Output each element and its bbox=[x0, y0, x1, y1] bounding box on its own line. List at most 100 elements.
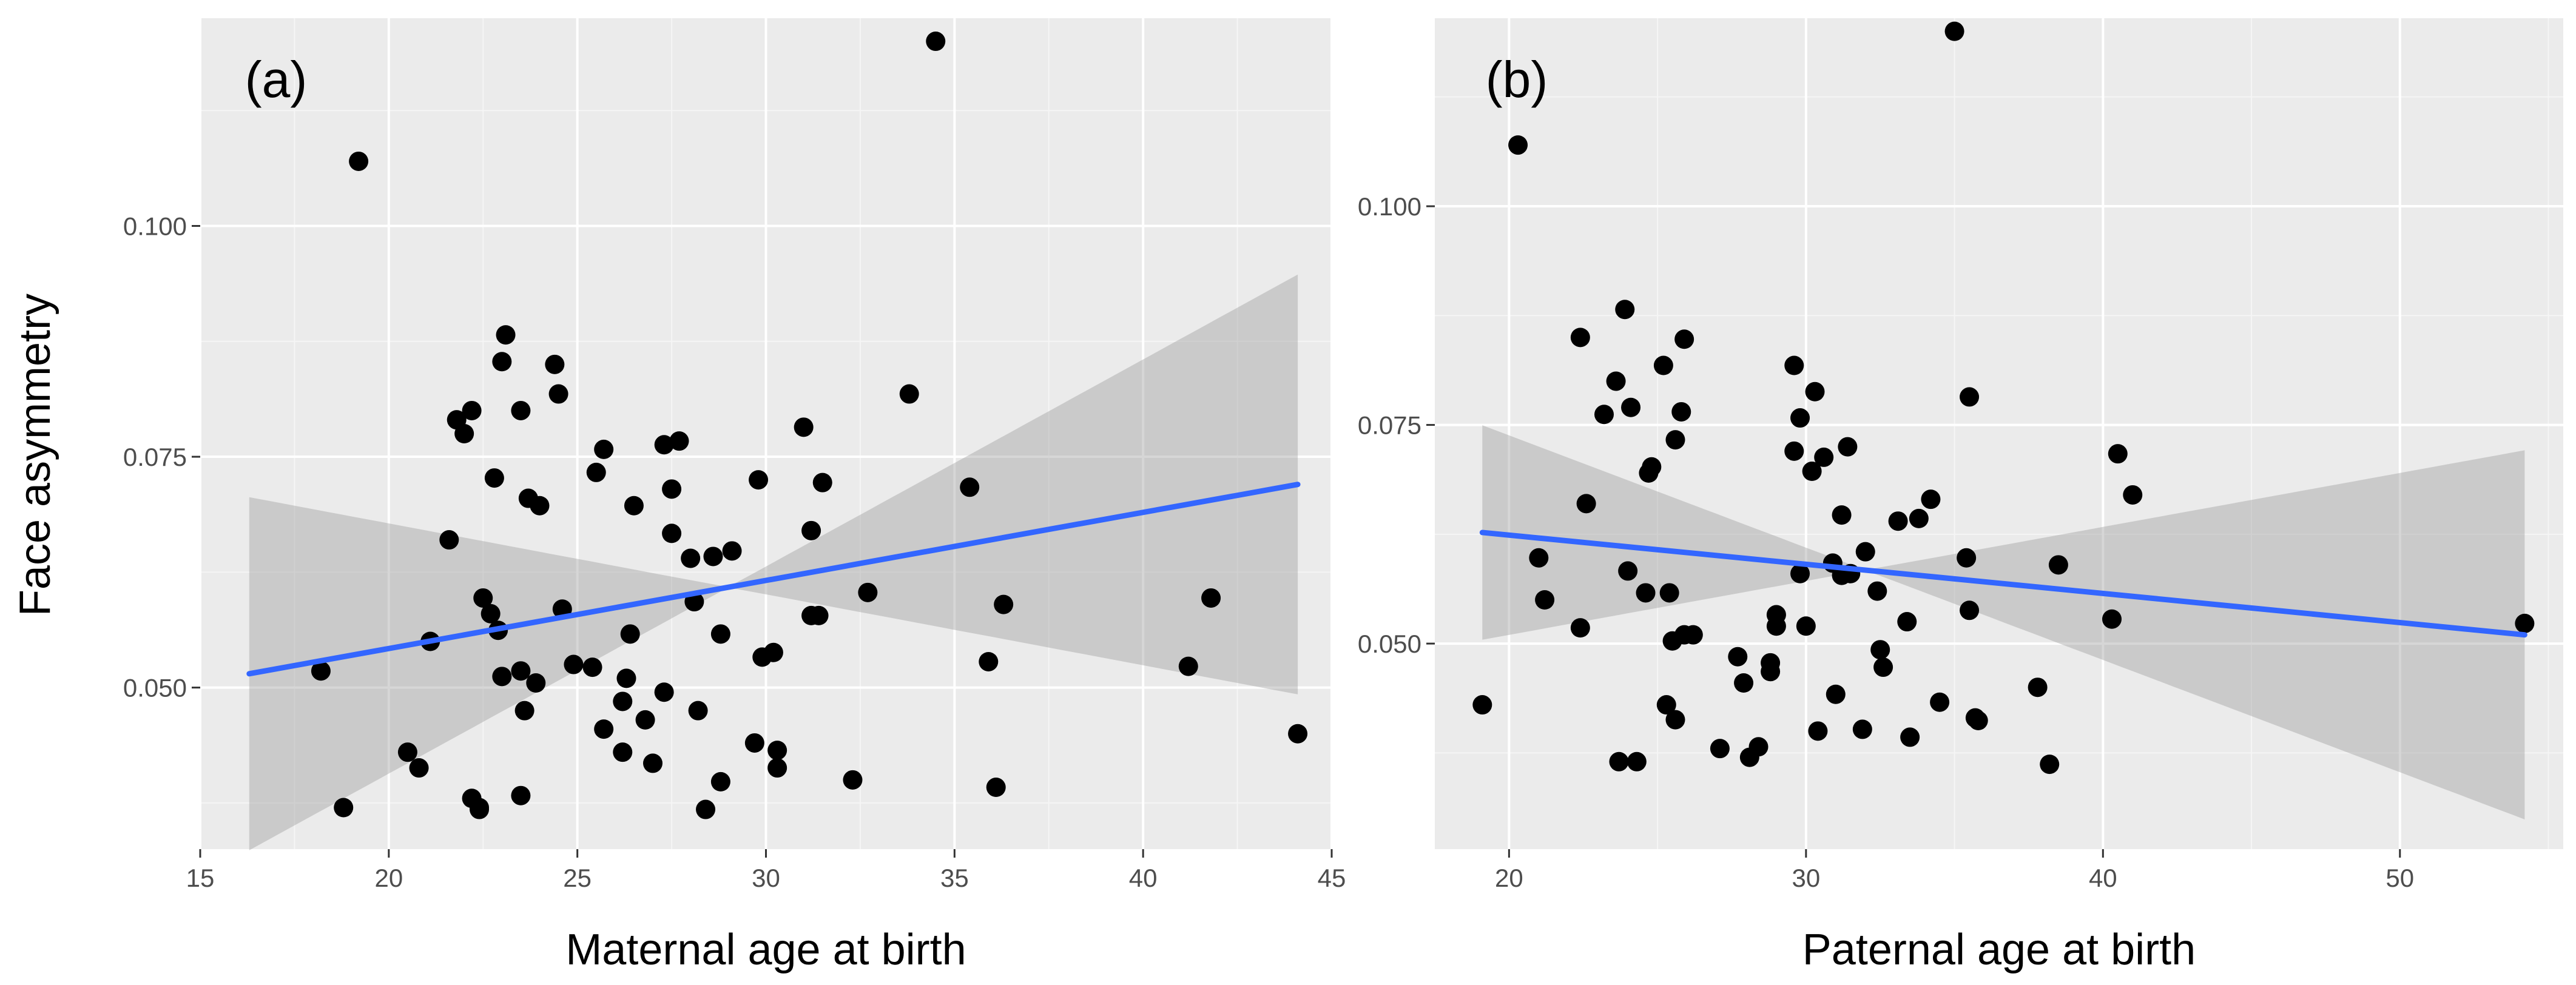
panel-b-data-point bbox=[1805, 382, 1825, 402]
panel-a-data-point bbox=[899, 384, 919, 404]
panel-b-label: (b) bbox=[1486, 51, 1548, 108]
panel-b-data-point bbox=[1728, 647, 1748, 667]
panel-a-data-point bbox=[514, 701, 534, 721]
panel-a-data-point bbox=[480, 603, 501, 624]
panel-b-data-point bbox=[1826, 684, 1846, 704]
panel-b-data-point bbox=[1957, 548, 1977, 568]
panel-b-x-tick-label: 40 bbox=[2089, 864, 2117, 892]
panel-a-data-point bbox=[696, 799, 716, 819]
panel-b-data-point bbox=[1873, 657, 1893, 677]
panel-a-data-point bbox=[926, 32, 946, 52]
panel-a-data-point bbox=[624, 496, 644, 516]
panel-b-data-point bbox=[1576, 494, 1596, 514]
panel-a-data-point bbox=[662, 523, 682, 543]
panel-b-data-point bbox=[1968, 711, 1988, 731]
panel-a-data-point bbox=[643, 753, 663, 773]
panel-a-data-point bbox=[462, 400, 482, 420]
panel-b-data-point bbox=[1855, 542, 1875, 562]
panel-a-data-point bbox=[492, 667, 512, 687]
panel-a-data-point bbox=[582, 657, 602, 677]
panel-a-y-tick-label: 0.100 bbox=[123, 212, 187, 241]
panel-b-data-point bbox=[2108, 444, 2128, 464]
panel-a-data-point bbox=[530, 496, 550, 516]
panel-a-data-point bbox=[548, 384, 568, 404]
panel-a-data-point bbox=[669, 431, 689, 451]
panel-a-data-point bbox=[703, 546, 723, 566]
panel-a-data-point bbox=[654, 682, 674, 702]
panel-b-data-point bbox=[1814, 447, 1834, 467]
panel-b-data-point bbox=[1930, 692, 1950, 712]
panel-b-data-point bbox=[1609, 751, 1629, 772]
panel-b-data-point bbox=[1618, 561, 1638, 581]
panel-b-data-point bbox=[1888, 511, 1908, 531]
panel-a-data-point bbox=[979, 651, 999, 671]
panel-a-data-point bbox=[564, 654, 584, 674]
panel-b-data-point bbox=[1796, 616, 1816, 636]
y-axis-title: Face asymmetry bbox=[11, 294, 59, 616]
panel-a-x-tick-label: 20 bbox=[374, 864, 403, 892]
panel-b-data-point bbox=[1570, 328, 1590, 348]
panel-b-data-point bbox=[1642, 457, 1662, 477]
panel-a-data-point bbox=[311, 661, 331, 681]
panel-a-data-point bbox=[809, 605, 829, 625]
panel-a-data-point bbox=[986, 778, 1006, 798]
panel-a-data-point bbox=[409, 758, 429, 778]
panel-b-data-point bbox=[1665, 710, 1685, 730]
panel-a-data-point bbox=[545, 354, 565, 374]
panel-a-data-point bbox=[594, 439, 614, 459]
panel-b-regression-line bbox=[1479, 529, 2527, 638]
panel-a-x-axis-title: Maternal age at birth bbox=[565, 926, 966, 974]
panel-b-data-point bbox=[1960, 600, 1980, 620]
panel-a-data-point bbox=[710, 624, 730, 644]
panel-a-data-point bbox=[749, 470, 769, 490]
panel-b-data-point bbox=[1606, 371, 1626, 391]
panel-a-data-point bbox=[722, 541, 742, 561]
panel-b-x-tick-label: 20 bbox=[1495, 864, 1523, 892]
panel-b-data-point bbox=[1784, 355, 1804, 375]
panel-a-data-point bbox=[688, 701, 708, 721]
panel-b-background bbox=[1435, 18, 2563, 849]
panel-b-data-point bbox=[1529, 548, 1549, 568]
panel-b-data-point bbox=[1960, 387, 1980, 407]
panel-b-data-point bbox=[1659, 583, 1679, 603]
panel-b-data-point bbox=[1766, 605, 1786, 625]
panel-a-y-tick-label: 0.075 bbox=[123, 443, 187, 471]
panel-b-data-point bbox=[1671, 402, 1691, 422]
panel-a-data-point bbox=[511, 661, 531, 681]
panel-a-maternal-age: 15 20 25 30 35 40 45 0.050 0.075 0.100 (a) Maternal… bbox=[123, 18, 1346, 974]
panel-b-data-point bbox=[1627, 751, 1647, 772]
panel-b-data-point bbox=[1921, 489, 1941, 509]
panel-a-x-tick-label: 35 bbox=[940, 864, 969, 892]
panel-b-data-point bbox=[2102, 609, 2122, 629]
panel-a-data-point bbox=[492, 352, 512, 372]
panel-b-paternal-age: 20 30 40 50 0.050 0.075 0.100 (b) Paternal age a… bbox=[1358, 18, 2563, 974]
panel-b-x-tick-label: 50 bbox=[2385, 864, 2414, 892]
panel-b-data-point bbox=[1570, 618, 1590, 638]
panel-a-data-point bbox=[511, 785, 531, 805]
panel-a-data-point bbox=[439, 530, 459, 550]
panel-b-data-point bbox=[1665, 430, 1685, 450]
panel-b-data-point bbox=[1636, 583, 1656, 603]
panel-a-data-point bbox=[511, 400, 531, 420]
panel-a-data-point bbox=[454, 424, 474, 443]
panel-a-data-point bbox=[1201, 588, 1221, 608]
panel-a-data-point bbox=[710, 772, 730, 792]
panel-a-data-point bbox=[767, 741, 787, 761]
panel-b-data-point bbox=[2028, 677, 2048, 698]
panel-a-data-point bbox=[812, 472, 832, 493]
panel-a-data-point bbox=[635, 710, 655, 730]
panel-a-x-tick-label: 30 bbox=[752, 864, 780, 892]
panel-b-x-tick-label: 30 bbox=[1792, 864, 1820, 892]
panel-a-data-point bbox=[526, 673, 546, 693]
panel-a-data-point bbox=[1178, 656, 1198, 676]
panel-a-data-point bbox=[496, 325, 516, 345]
panel-a-x-tick-label: 40 bbox=[1129, 864, 1158, 892]
panel-a-data-point bbox=[767, 758, 787, 778]
panel-b-data-point bbox=[1653, 355, 1673, 375]
panel-b-data-point bbox=[1508, 135, 1528, 155]
panel-b-data-point bbox=[1900, 727, 1920, 747]
panel-b-data-point bbox=[2515, 613, 2535, 633]
panel-a-data-point bbox=[662, 479, 682, 499]
panel-a-data-point bbox=[586, 462, 606, 482]
panel-b-data-point bbox=[1852, 719, 1872, 739]
